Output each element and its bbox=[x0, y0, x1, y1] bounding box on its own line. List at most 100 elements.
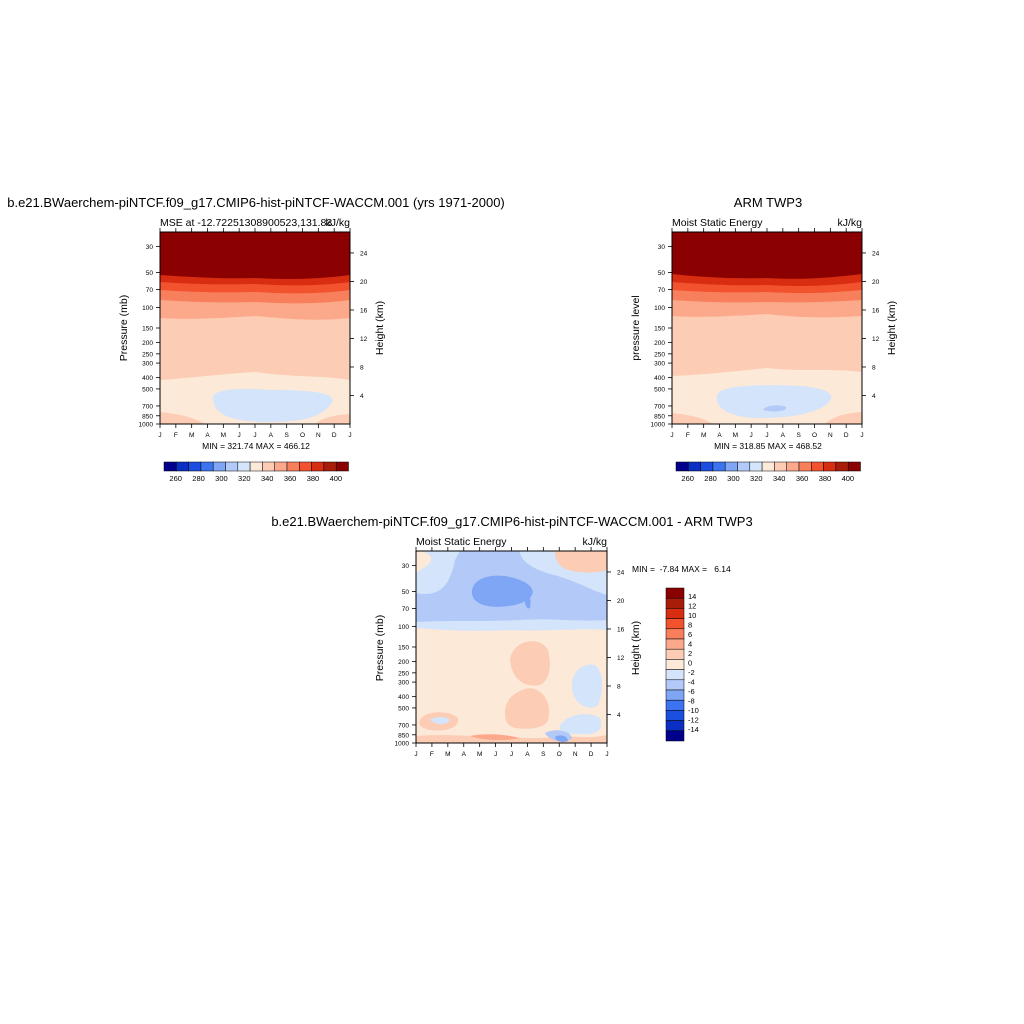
colorbar-tick-label: 380 bbox=[819, 474, 832, 483]
month-tick-label: J bbox=[860, 432, 863, 439]
contour-band-m2to0-lowright bbox=[559, 714, 602, 735]
panel-model-y2label: Height (km) bbox=[374, 301, 386, 355]
colorbar-tick-label: 400 bbox=[330, 474, 343, 483]
panel-obs-contours bbox=[672, 232, 862, 424]
colorbar-tick-label: 380 bbox=[307, 474, 320, 483]
colorbar-tick-label: 4 bbox=[688, 639, 692, 648]
month-tick-label: O bbox=[812, 432, 817, 439]
pressure-tick-label: 150 bbox=[142, 326, 153, 333]
colorbar-tick-label: 320 bbox=[750, 474, 763, 483]
pressure-tick-label: 700 bbox=[142, 403, 153, 410]
height-tick-label: 12 bbox=[872, 336, 880, 343]
month-tick-label: J bbox=[750, 432, 753, 439]
pressure-tick-label: 150 bbox=[654, 326, 665, 333]
colorbar-swatch bbox=[176, 461, 189, 472]
panel-model-contours bbox=[160, 232, 350, 424]
height-tick-label: 24 bbox=[872, 250, 880, 257]
panel-model-ylabel: Pressure (mb) bbox=[118, 295, 130, 362]
month-tick-label: J bbox=[510, 751, 513, 758]
colorbar-swatch bbox=[665, 638, 685, 650]
pressure-tick-label: 50 bbox=[658, 270, 666, 277]
height-tick-label: 8 bbox=[360, 364, 364, 371]
panel-diff: b.e21.BWaerchem-piNTCF.f09_g17.CMIP6-his… bbox=[271, 514, 752, 758]
month-tick-label: M bbox=[189, 432, 194, 439]
colorbar-tick-label: 280 bbox=[704, 474, 717, 483]
month-tick-label: J bbox=[605, 751, 608, 758]
pressure-tick-label: 250 bbox=[398, 670, 409, 677]
panel-obs-title: ARM TWP3 bbox=[734, 195, 802, 210]
colorbar-tick-label: 300 bbox=[727, 474, 740, 483]
panel-obs-subtitle-left: Moist Static Energy bbox=[672, 217, 763, 229]
colorbar-swatch bbox=[665, 710, 685, 721]
month-tick-label: J bbox=[414, 751, 417, 758]
colorbar-swatch bbox=[774, 461, 787, 472]
panel-obs-stats: MIN = 318.85 MAX = 468.52 bbox=[714, 441, 822, 451]
month-tick-label: A bbox=[781, 432, 786, 439]
pressure-tick-label: 50 bbox=[402, 589, 410, 596]
height-tick-label: 16 bbox=[872, 307, 880, 314]
colorbar-tick-label: 280 bbox=[192, 474, 205, 483]
colorbar-swatch bbox=[665, 669, 685, 681]
colorbar-swatch bbox=[200, 461, 214, 472]
colorbar-swatch bbox=[786, 461, 800, 472]
colorbar-swatch bbox=[299, 461, 312, 472]
colorbar-swatch bbox=[665, 699, 685, 711]
panel-diff-subtitle-right: kJ/kg bbox=[582, 536, 607, 548]
month-tick-label: F bbox=[686, 432, 690, 439]
pressure-tick-label: 500 bbox=[142, 386, 153, 393]
pressure-tick-label: 400 bbox=[142, 375, 153, 382]
pressure-tick-label: 250 bbox=[654, 351, 665, 358]
pressure-tick-label: 70 bbox=[146, 287, 154, 294]
colorbar-swatch bbox=[665, 648, 685, 660]
height-tick-label: 20 bbox=[360, 279, 368, 286]
pressure-tick-label: 200 bbox=[142, 340, 153, 347]
colorbar-swatch bbox=[225, 461, 239, 472]
colorbar-tick-label: 260 bbox=[169, 474, 182, 483]
colorbar-swatch bbox=[665, 587, 685, 599]
pressure-tick-label: 250 bbox=[142, 351, 153, 358]
height-tick-label: 12 bbox=[360, 336, 368, 343]
colorbar-swatch bbox=[665, 659, 685, 670]
contour-band-2to4-low bbox=[505, 688, 550, 729]
colorbar-swatch bbox=[335, 461, 349, 472]
month-tick-label: D bbox=[332, 432, 337, 439]
month-tick-label: F bbox=[174, 432, 178, 439]
panel-diff-contours bbox=[416, 551, 607, 743]
height-tick-label: 8 bbox=[872, 364, 876, 371]
contour-band-400 bbox=[160, 232, 350, 279]
panel-model: b.e21.BWaerchem-piNTCF.f09_g17.CMIP6-his… bbox=[7, 195, 505, 483]
height-tick-label: 24 bbox=[360, 250, 368, 257]
pressure-tick-label: 200 bbox=[398, 659, 409, 666]
month-tick-label: A bbox=[462, 751, 467, 758]
month-tick-label: O bbox=[557, 751, 562, 758]
colorbar-swatch bbox=[749, 461, 763, 472]
panel-model-subtitle-left: MSE at -12.72251308900523,131.83 bbox=[160, 217, 332, 229]
panel-obs-axes: 30 50 70 100 150 200 250 300 400 500 700 850 1000 24 2… bbox=[651, 228, 880, 439]
month-tick-label: M bbox=[445, 751, 450, 758]
colorbar-tick-label: 340 bbox=[261, 474, 274, 483]
colorbar-swatch bbox=[188, 461, 202, 472]
colorbar-tick-label: 320 bbox=[238, 474, 251, 483]
month-tick-label: J bbox=[158, 432, 161, 439]
contour-band-320 bbox=[716, 385, 832, 418]
month-tick-label: J bbox=[765, 432, 768, 439]
month-tick-label: S bbox=[796, 432, 801, 439]
colorbar-swatch bbox=[675, 461, 689, 472]
contour-band-340-low-left bbox=[160, 412, 205, 424]
height-tick-label: 4 bbox=[617, 712, 621, 719]
pressure-tick-label: 300 bbox=[654, 361, 665, 368]
contour-band-310 bbox=[763, 405, 787, 412]
colorbar-tick-label: 360 bbox=[284, 474, 297, 483]
colorbar-swatch bbox=[665, 730, 685, 742]
colorbar-tick-label: 8 bbox=[688, 620, 692, 629]
colorbar-tick-label: -12 bbox=[688, 715, 699, 724]
colorbar-tick-label: -10 bbox=[688, 706, 699, 715]
pressure-tick-label: 150 bbox=[398, 645, 409, 652]
colorbar-tick-label: 260 bbox=[681, 474, 694, 483]
colorbar-swatch bbox=[835, 461, 849, 472]
pressure-tick-label: 50 bbox=[146, 270, 154, 277]
colorbar-tick-label: 300 bbox=[215, 474, 228, 483]
panel-model-subtitle-right: kJ/kg bbox=[325, 217, 350, 229]
month-tick-label: S bbox=[541, 751, 546, 758]
colorbar-tick-label: 6 bbox=[688, 630, 692, 639]
